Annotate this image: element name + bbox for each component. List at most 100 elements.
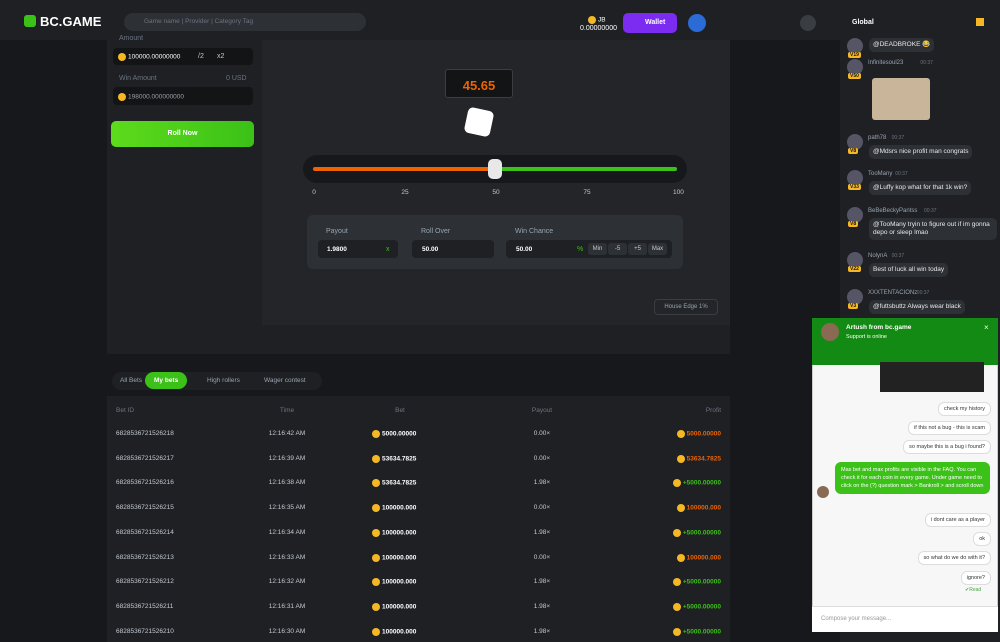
tab[interactable]: All Bets: [120, 377, 143, 384]
bet-id: 6828536721526211: [116, 602, 174, 610]
win-amount-usd: 0 USD: [226, 75, 247, 82]
chance-button[interactable]: -5: [608, 243, 627, 255]
bet-payout: 1.98×: [533, 578, 551, 586]
bet-profit: +5000.00000: [672, 627, 721, 636]
bet-payout: 1.98×: [533, 627, 551, 635]
coin-icon: [372, 553, 380, 562]
bet-id: 6828536721526214: [116, 528, 174, 536]
chat-user: Infinitesoul23: [868, 60, 904, 66]
chat-avatar: [847, 170, 863, 186]
tab[interactable]: High rollers: [207, 377, 240, 384]
bet-id: 6828536721526217: [116, 454, 174, 462]
tab[interactable]: My bets: [145, 372, 188, 389]
coin-icon: [372, 627, 380, 636]
search-box[interactable]: Game name | Provider | Category Tag: [124, 13, 366, 31]
double-button[interactable]: x2: [217, 53, 225, 60]
win-amount-label: Win Amount: [119, 75, 157, 82]
amount-input[interactable]: [113, 48, 253, 65]
chance-button[interactable]: Min: [588, 243, 607, 255]
bet-payout: 0.00×: [533, 504, 551, 512]
roll-over-input[interactable]: [412, 240, 494, 258]
user-message: check my history: [938, 402, 991, 416]
chance-button[interactable]: +5: [628, 243, 647, 255]
avatar[interactable]: [688, 14, 706, 32]
bet-payout: 0.00×: [533, 430, 551, 437]
chance-button[interactable]: Max: [648, 243, 667, 255]
wallet-button[interactable]: Wallet: [623, 13, 677, 33]
logo[interactable]: BC.GAME: [40, 14, 102, 29]
close-button[interactable]: ×: [984, 323, 989, 332]
bet-profit: 100000.000: [676, 504, 721, 513]
icon[interactable]: [800, 15, 816, 31]
bet-time: 12:16:35 AM: [268, 504, 306, 512]
currency-code: JB: [598, 16, 606, 24]
scale-label: 50: [492, 189, 500, 196]
win-amount: 198000.000000000: [128, 93, 185, 101]
bet-amount: 100000.000: [372, 504, 416, 513]
agent-avatar-small: [817, 486, 829, 498]
bet-id: 6828536721526210: [116, 627, 174, 635]
currency[interactable]: JB: [588, 16, 606, 24]
column-header: Payout: [531, 407, 553, 414]
logo-icon: [24, 15, 36, 27]
bet-profit: 5000.00000: [676, 430, 721, 438]
amount-label: Amount: [119, 35, 144, 42]
user-message: so maybe this is a bug i found?: [903, 440, 991, 454]
bet-time: 12:16:38 AM: [268, 479, 306, 487]
payout-unit: x: [386, 246, 390, 253]
payout-value: 1.9800: [327, 246, 347, 253]
payout-input[interactable]: [318, 240, 398, 258]
bet-time: 12:16:42 AM: [268, 430, 306, 437]
scale-label: 75: [583, 189, 591, 196]
vip-badge: V19: [848, 52, 861, 58]
bet-time: 12:16:32 AM: [268, 578, 306, 586]
slider-handle[interactable]: [488, 159, 502, 179]
bets-table: [107, 396, 730, 642]
coin-icon: [672, 627, 681, 636]
bet-profit: 53634.7825: [676, 454, 721, 463]
bet-id: 6828536721526215: [116, 504, 174, 512]
chat-tab[interactable]: Global: [852, 19, 874, 26]
chat-message: @DEADBROKE 😂: [869, 38, 935, 52]
roll-button[interactable]: Roll Now: [111, 121, 254, 147]
trophy-icon[interactable]: [976, 18, 984, 26]
chat-message: @Luffy kop what for that 1k win?: [869, 181, 972, 195]
coin-icon: [672, 479, 681, 488]
coin-icon: [372, 528, 380, 537]
coin-icon: [676, 430, 685, 438]
coin-icon: [372, 504, 380, 513]
compose-input[interactable]: Compose your message...: [812, 606, 998, 632]
half-button[interactable]: /2: [198, 53, 204, 60]
user-message: so what do we do with it?: [917, 551, 991, 565]
win-amount-field: 198000.000000000: [113, 87, 253, 105]
bet-payout: 0.00×: [533, 454, 551, 462]
scale-label: 100: [673, 189, 684, 196]
chat-time: 00:37: [924, 208, 937, 214]
agent-message: Max bet and max profits are visible in t…: [835, 462, 990, 494]
house-edge[interactable]: House Edge 1%: [654, 299, 718, 315]
chat-message: @TooMany tryin to figure out if im gonna…: [869, 218, 997, 240]
tab[interactable]: Wager contest: [264, 377, 306, 384]
bet-payout: 0.00×: [533, 553, 551, 561]
vip-badge: V22: [848, 266, 861, 272]
bet-time: 12:16:31 AM: [268, 602, 306, 610]
coin-icon: [372, 602, 380, 611]
chat-avatar: [847, 38, 863, 54]
screenshot-thumb: [880, 362, 984, 392]
bet-profit: +5000.00000: [672, 528, 721, 537]
chat-time: 00:37: [891, 135, 905, 141]
bet-amount: 100000.000: [372, 602, 416, 611]
chat-time: 00:37: [920, 60, 933, 66]
roll-result: 45.65: [445, 69, 513, 98]
bet-time: 12:16:33 AM: [268, 553, 306, 561]
chat-avatar: [847, 59, 863, 75]
coin-icon: [676, 553, 685, 562]
coin-icon: [676, 454, 685, 463]
chat-time: 00:37: [895, 171, 908, 177]
vip-badge: V33: [848, 184, 861, 190]
bet-id: 6828536721526212: [116, 578, 174, 586]
chat-avatar: [847, 252, 863, 268]
user-message: if this not a bug - this is scam: [908, 421, 991, 435]
amount-value: 100000.00000000: [118, 53, 180, 61]
